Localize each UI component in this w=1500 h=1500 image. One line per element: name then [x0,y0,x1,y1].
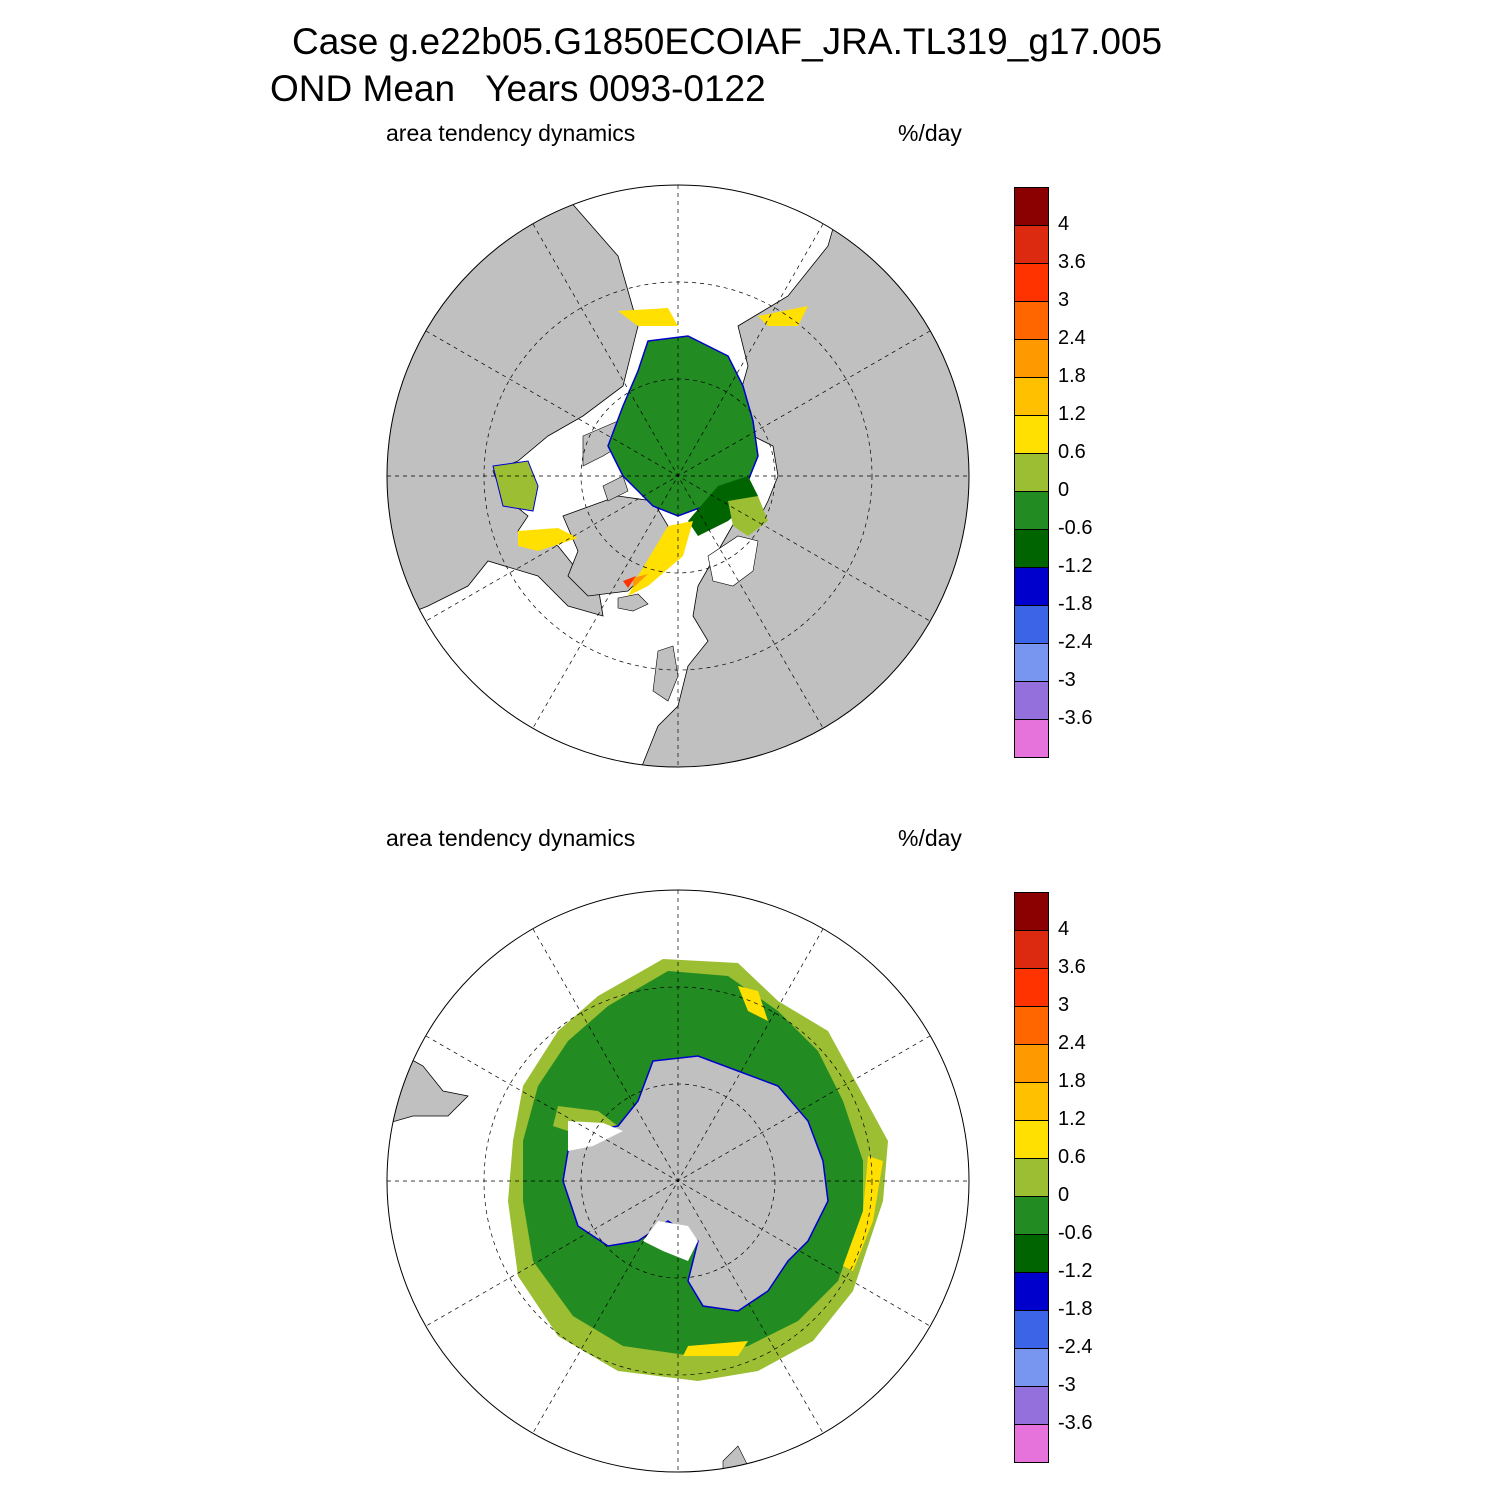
north-land-britain [652,645,679,702]
panel-north-units-label: %/day [898,120,962,146]
south-colorbar-tick-label: 1.2 [1058,1108,1086,1130]
north-colorbar-swatch [1014,453,1049,492]
figure-title-line1: Case g.e22b05.G1850ECOIAF_JRA.TL319_g17.… [292,21,1163,62]
north-colorbar-swatch [1014,377,1049,416]
panel-north-variable-label: area tendency dynamics [386,120,636,146]
north-colorbar-tick-label: -0.6 [1058,517,1093,539]
south-colorbar-swatch [1014,1310,1049,1349]
north-colorbar-swatch [1014,339,1049,378]
south-colorbar-tick-label: 3 [1058,994,1070,1016]
figure-title-line2: OND Mean Years 0093-0122 [270,68,766,109]
north-colorbar-tick-label: 3.6 [1058,251,1086,273]
panel-south-units-label: %/day [898,825,962,851]
south-colorbar-tick-label: -1.2 [1058,1260,1093,1282]
north-colorbar-swatch [1014,567,1049,606]
north-polar-map [386,184,970,768]
north-colorbar-tick-label: -1.2 [1058,555,1093,577]
north-map-border [386,184,970,768]
south-colorbar-swatch [1014,930,1049,969]
north-colorbar-tick-label: -1.8 [1058,593,1093,615]
south-land-africa-tip [722,1445,749,1472]
south-colorbar-swatch [1014,1082,1049,1121]
north-colorbar-swatch [1014,643,1049,682]
north-colorbar-tick-label: 4 [1058,213,1070,235]
south-polar-map [386,889,970,1473]
north-ice-orange-greenland-east [633,574,648,588]
north-colorbar-swatch [1014,415,1049,454]
north-ice-yellow-labrador [518,528,578,551]
north-colorbar-swatch [1014,491,1049,530]
north-ice-dark-band [688,476,758,536]
north-colorbar-swatch [1014,681,1049,720]
panel-south-variable-label: area tendency dynamics [386,825,636,851]
north-ice-hudson-bay [492,460,539,512]
north-colorbar-swatch [1014,263,1049,302]
north-colorbar-tick-label: -2.4 [1058,631,1093,653]
north-colorbar-swatch [1014,301,1049,340]
north-colorbar-tick-label: 1.2 [1058,403,1086,425]
south-ice-shelf-ross [643,1221,698,1261]
south-colorbar-swatch [1014,1196,1049,1235]
north-colorbar-swatch [1014,187,1049,226]
south-colorbar-swatch [1014,968,1049,1007]
north-land-iceland [617,593,649,612]
south-colorbar-swatch [1014,1044,1049,1083]
south-colorbar-tick-label: -1.8 [1058,1298,1093,1320]
south-colorbar-tick-label: -2.4 [1058,1336,1093,1358]
north-colorbar-swatch [1014,225,1049,264]
north-colorbar-tick-label: -3.6 [1058,707,1093,729]
south-colorbar-swatch [1014,1234,1049,1273]
south-colorbar-tick-label: 0 [1058,1184,1070,1206]
south-colorbar-tick-label: 2.4 [1058,1032,1086,1054]
north-colorbar-tick-label: 1.8 [1058,365,1086,387]
north-ice-yellow-bering [618,306,808,326]
north-ice-red-greenland-east [623,576,636,588]
south-colorbar-swatch [1014,1006,1049,1045]
north-land-scandinavia-white-sea [707,535,759,587]
south-ice-shelf-weddell [568,1121,623,1151]
north-colorbar-swatch [1014,719,1049,758]
north-colorbar-swatch [1014,605,1049,644]
south-colorbar-tick-label: 3.6 [1058,956,1086,978]
south-colorbar-swatch [1014,1272,1049,1311]
south-colorbar-tick-label: -0.6 [1058,1222,1093,1244]
south-colorbar-tick-label: -3 [1058,1374,1076,1396]
north-colorbar-tick-label: 0.6 [1058,441,1086,463]
south-ice-yellow-east [843,1156,883,1271]
north-colorbar-tick-label: 0 [1058,479,1070,501]
south-colorbar-swatch [1014,1348,1049,1387]
south-colorbar-swatch [1014,1120,1049,1159]
south-colorbar-tick-label: 4 [1058,918,1070,940]
south-colorbar-tick-label: 1.8 [1058,1070,1086,1092]
south-colorbar-tick-label: 0.6 [1058,1146,1086,1168]
north-colorbar-tick-label: 2.4 [1058,327,1086,349]
south-colorbar-swatch [1014,892,1049,931]
south-colorbar-swatch [1014,1424,1049,1463]
south-colorbar-tick-label: -3.6 [1058,1412,1093,1434]
south-map-border [386,889,970,1473]
south-colorbar-swatch [1014,1386,1049,1425]
north-colorbar-tick-label: -3 [1058,669,1076,691]
north-colorbar-tick-label: 3 [1058,289,1070,311]
north-colorbar-swatch [1014,529,1049,568]
south-colorbar-swatch [1014,1158,1049,1197]
